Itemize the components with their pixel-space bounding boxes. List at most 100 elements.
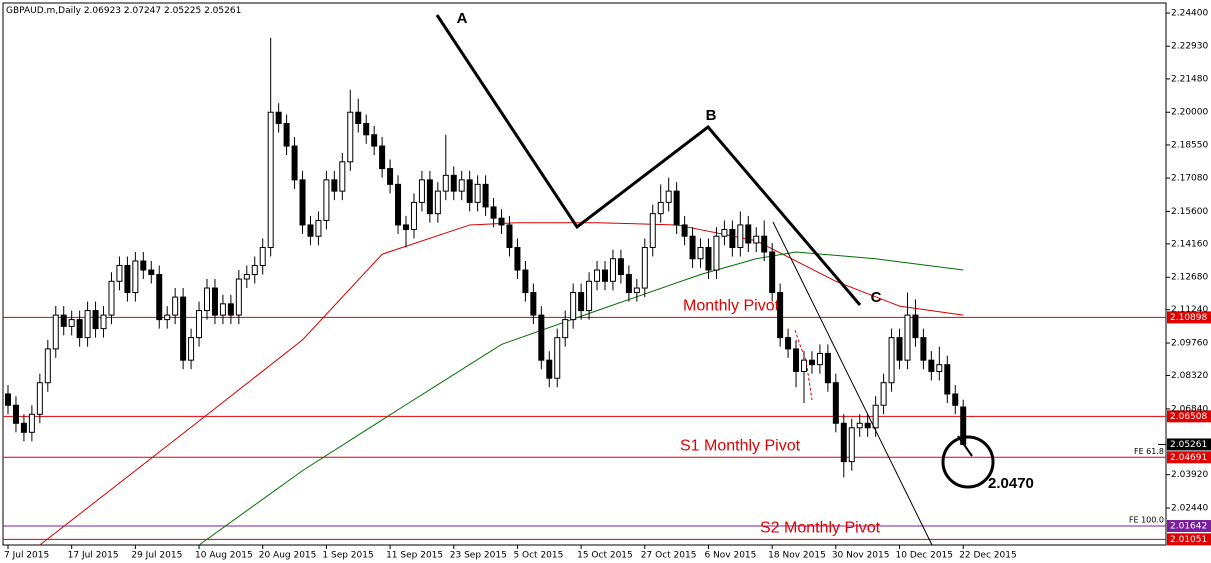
dashed-drawing <box>794 329 813 401</box>
candle-body <box>952 393 959 406</box>
candle-body <box>76 319 83 339</box>
y-tick-label: 2.02440 <box>1171 504 1208 514</box>
y-tick-label: 2.24400 <box>1171 9 1208 19</box>
x-tick-label: 10 Aug 2015 <box>195 551 253 561</box>
candle-body <box>116 265 123 282</box>
candle-body <box>347 111 354 163</box>
candle-body <box>28 413 35 433</box>
x-tick-label: 30 Nov 2015 <box>832 551 890 561</box>
candle-body <box>426 179 433 215</box>
candle-body <box>641 246 648 289</box>
y-tick-label: 2.17080 <box>1171 174 1208 184</box>
candle-body <box>864 422 871 429</box>
candle-body <box>259 246 266 267</box>
candle-body <box>522 269 529 294</box>
candle-body <box>633 287 640 294</box>
candle-body <box>936 364 943 372</box>
candle-body <box>307 224 314 237</box>
candle-body <box>132 260 139 294</box>
candle-body <box>140 260 147 271</box>
candle-body <box>20 422 27 433</box>
candle-body <box>12 404 19 424</box>
level-tag: FE 100.0 <box>1129 516 1164 525</box>
candle-body <box>196 310 203 339</box>
candle-body <box>840 422 847 463</box>
candle-body <box>60 314 67 327</box>
candle-body <box>665 190 672 203</box>
y-tick-label: 2.12680 <box>1171 273 1208 283</box>
candle-body <box>204 287 210 312</box>
x-tick-label: 10 Dec 2015 <box>896 551 954 561</box>
target-circle <box>941 435 995 489</box>
candle-body <box>793 348 800 372</box>
candle-body <box>498 217 505 226</box>
candle-body <box>363 123 370 136</box>
candle-body <box>156 274 163 321</box>
candle-body <box>442 174 449 192</box>
x-tick-label: 5 Oct 2015 <box>513 551 563 561</box>
candle-body <box>371 134 378 147</box>
candle-body <box>769 251 776 294</box>
candle-body <box>920 337 927 361</box>
candle-body <box>594 269 601 282</box>
candle-body <box>777 292 784 339</box>
symbol: GBPAUD.m,Daily <box>6 6 82 16</box>
candle-body <box>227 303 234 316</box>
candle-body <box>251 265 258 276</box>
candle-body <box>124 265 131 294</box>
candle-body <box>602 269 608 282</box>
candle-body <box>928 359 935 372</box>
current-price-label: 2.05261 <box>1170 440 1207 450</box>
candle-body <box>697 246 704 260</box>
level-text: S1 Monthly Pivot <box>680 438 801 455</box>
candle-body <box>148 269 155 276</box>
low: 2.05225 <box>164 6 201 16</box>
candle-body <box>514 246 521 271</box>
x-tick-label: 6 Nov 2015 <box>704 551 756 561</box>
x-tick-label: 29 Jul 2015 <box>131 551 182 561</box>
y-tick-label: 2.20000 <box>1171 108 1208 118</box>
candle-body <box>450 174 457 192</box>
candle-body <box>299 179 306 226</box>
candle-body <box>562 319 569 339</box>
candle-body <box>856 422 863 429</box>
x-tick-label: 7 Jul 2015 <box>4 551 49 561</box>
x-tick-label: 27 Oct 2015 <box>641 551 697 561</box>
candle-body <box>586 280 593 312</box>
close: 2.05261 <box>204 6 241 16</box>
target-label: 2.0470 <box>988 475 1034 492</box>
candle-body <box>729 228 736 248</box>
wave-line <box>435 14 862 306</box>
candle-body <box>848 427 855 463</box>
candle-body <box>506 224 513 248</box>
candle-body <box>617 258 624 276</box>
candle-body <box>673 190 680 226</box>
x-tick-label: 15 Oct 2015 <box>577 551 633 561</box>
candle-body <box>68 319 75 327</box>
candle-body <box>649 213 656 248</box>
candle-body <box>880 382 887 406</box>
candle-body <box>816 352 823 366</box>
candle-body <box>44 348 51 384</box>
candle-body <box>912 314 919 339</box>
candle-body <box>466 179 473 203</box>
pointer <box>957 435 973 457</box>
moving-average <box>39 222 964 546</box>
candle-body <box>737 224 744 248</box>
x-tick-label: 18 Nov 2015 <box>768 551 826 561</box>
candle-body <box>219 303 226 316</box>
candle-body <box>92 310 99 330</box>
candle-body <box>458 179 465 192</box>
candle-body <box>609 258 616 282</box>
y-tick-label: 2.22930 <box>1171 42 1208 52</box>
trend-line <box>772 221 933 546</box>
candle-body <box>896 337 903 361</box>
candle-body <box>785 337 792 350</box>
candle-body <box>657 201 664 215</box>
level-price-label: 2.10898 <box>1170 313 1207 323</box>
candle-body <box>323 179 330 221</box>
level-price-box <box>1167 410 1211 423</box>
candle-body <box>434 190 441 215</box>
y-tick-label: 2.21480 <box>1171 74 1208 84</box>
y-tick-label: 2.11240 <box>1171 305 1208 315</box>
